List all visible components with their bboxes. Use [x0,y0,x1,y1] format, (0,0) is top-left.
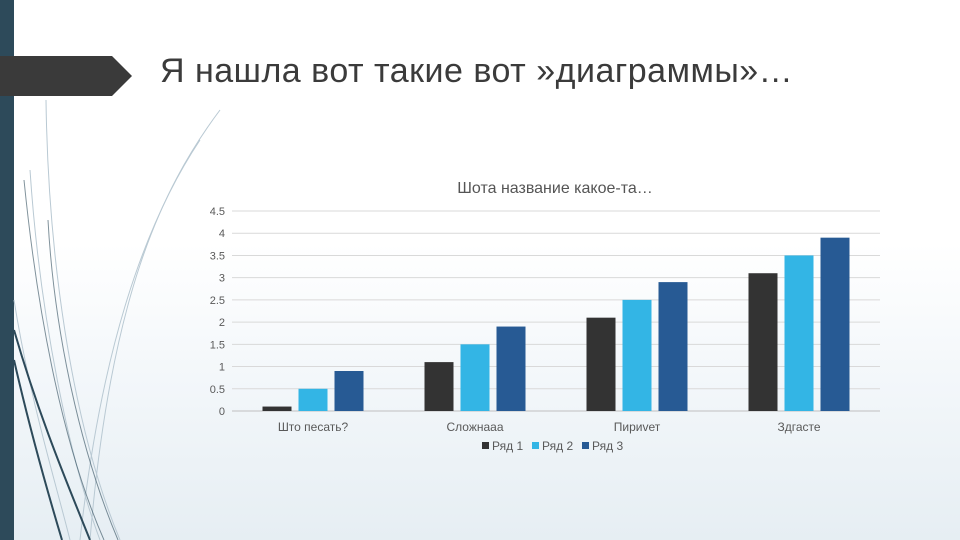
left-accent-band [0,0,14,540]
y-tick-label: 2.5 [210,295,225,307]
y-tick-label: 3.5 [210,250,225,262]
x-axis-categories: Што песать? Сложнааа Пириvет Здгасте [278,420,821,434]
bar [298,388,328,411]
bars [262,237,850,411]
y-tick-label: 4.5 [210,206,225,218]
legend-swatch [582,442,589,449]
bar [658,282,688,411]
bar [820,237,850,411]
bar [262,406,292,411]
x-category-label: Што песать? [278,420,349,434]
bar [424,362,454,411]
bar [748,273,778,411]
legend-swatch [482,442,489,449]
grid-lines [232,210,880,412]
slide-title: Я нашла вот такие вот »диаграммы»… [160,52,794,90]
legend-label: Ряд 3 [592,439,623,453]
y-tick-label: 1 [219,362,225,374]
legend-label: Ряд 2 [542,439,573,453]
chart-title: Шота название какое-та… [457,180,653,197]
legend-swatch [532,442,539,449]
legend-label: Ряд 1 [492,439,523,453]
y-axis-ticks: 0 0.5 1 1.5 2 2.5 3 3.5 4 4.5 [210,206,225,418]
bar [460,344,490,411]
bar [784,255,814,411]
x-category-label: Здгасте [777,420,820,434]
legend: Ряд 1 Ряд 2 Ряд 3 [482,439,623,453]
y-tick-label: 3 [219,273,225,285]
y-tick-label: 0 [219,406,225,418]
y-tick-label: 2 [219,317,225,329]
bar [496,326,526,411]
y-tick-label: 1.5 [210,339,225,351]
bar [586,317,616,411]
y-tick-label: 4 [219,228,225,240]
y-tick-label: 0.5 [210,384,225,396]
bar [334,371,364,411]
x-category-label: Пириvет [614,420,661,434]
title-tab-shape [0,56,132,96]
bar [622,299,652,411]
x-category-label: Сложнааа [446,420,503,434]
